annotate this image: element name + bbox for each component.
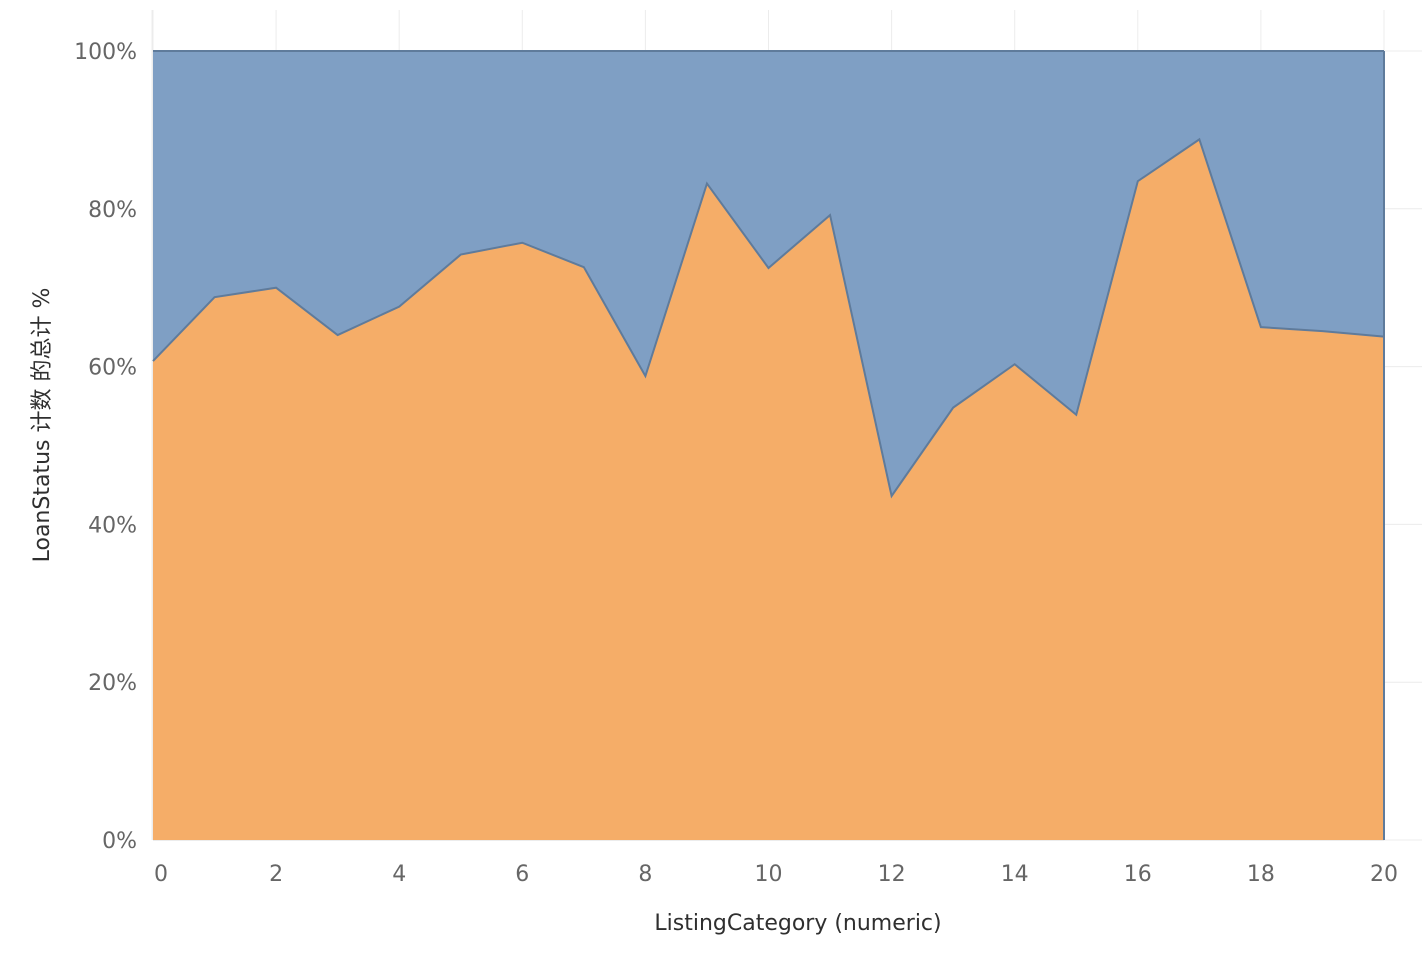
x-tick-label: 20 [1370,862,1398,887]
series-boundary-line [152,137,1385,499]
x-tick-label: 2 [269,862,283,887]
x-tick-label: 10 [755,862,783,887]
area-layer [152,50,1385,841]
x-tick-label: 0 [154,862,168,887]
x-axis-title: ListingCategory (numeric) [654,911,941,936]
y-tick-label: 60% [88,356,137,381]
tick-layer: 0% 20% 40% 60% 80% 100% 0 2 4 6 8 10 12 14 16 18 20 [74,40,1398,887]
lower-area-series [153,139,1384,841]
x-tick-label: 14 [1001,862,1029,887]
y-tick-label: 40% [88,513,137,538]
y-tick-label: 0% [102,829,137,854]
x-tick-label: 18 [1247,862,1275,887]
x-tick-label: 12 [878,862,906,887]
y-axis-title: LoanStatus 计数 的总计 % [30,288,55,563]
upper-area-series [153,51,1384,496]
x-tick-label: 6 [515,862,529,887]
x-tick-label: 4 [392,862,406,887]
y-tick-label: 20% [88,671,137,696]
x-tick-label: 16 [1124,862,1152,887]
y-tick-label: 100% [74,40,137,65]
y-tick-label: 80% [88,198,137,223]
x-tick-label: 8 [638,862,652,887]
